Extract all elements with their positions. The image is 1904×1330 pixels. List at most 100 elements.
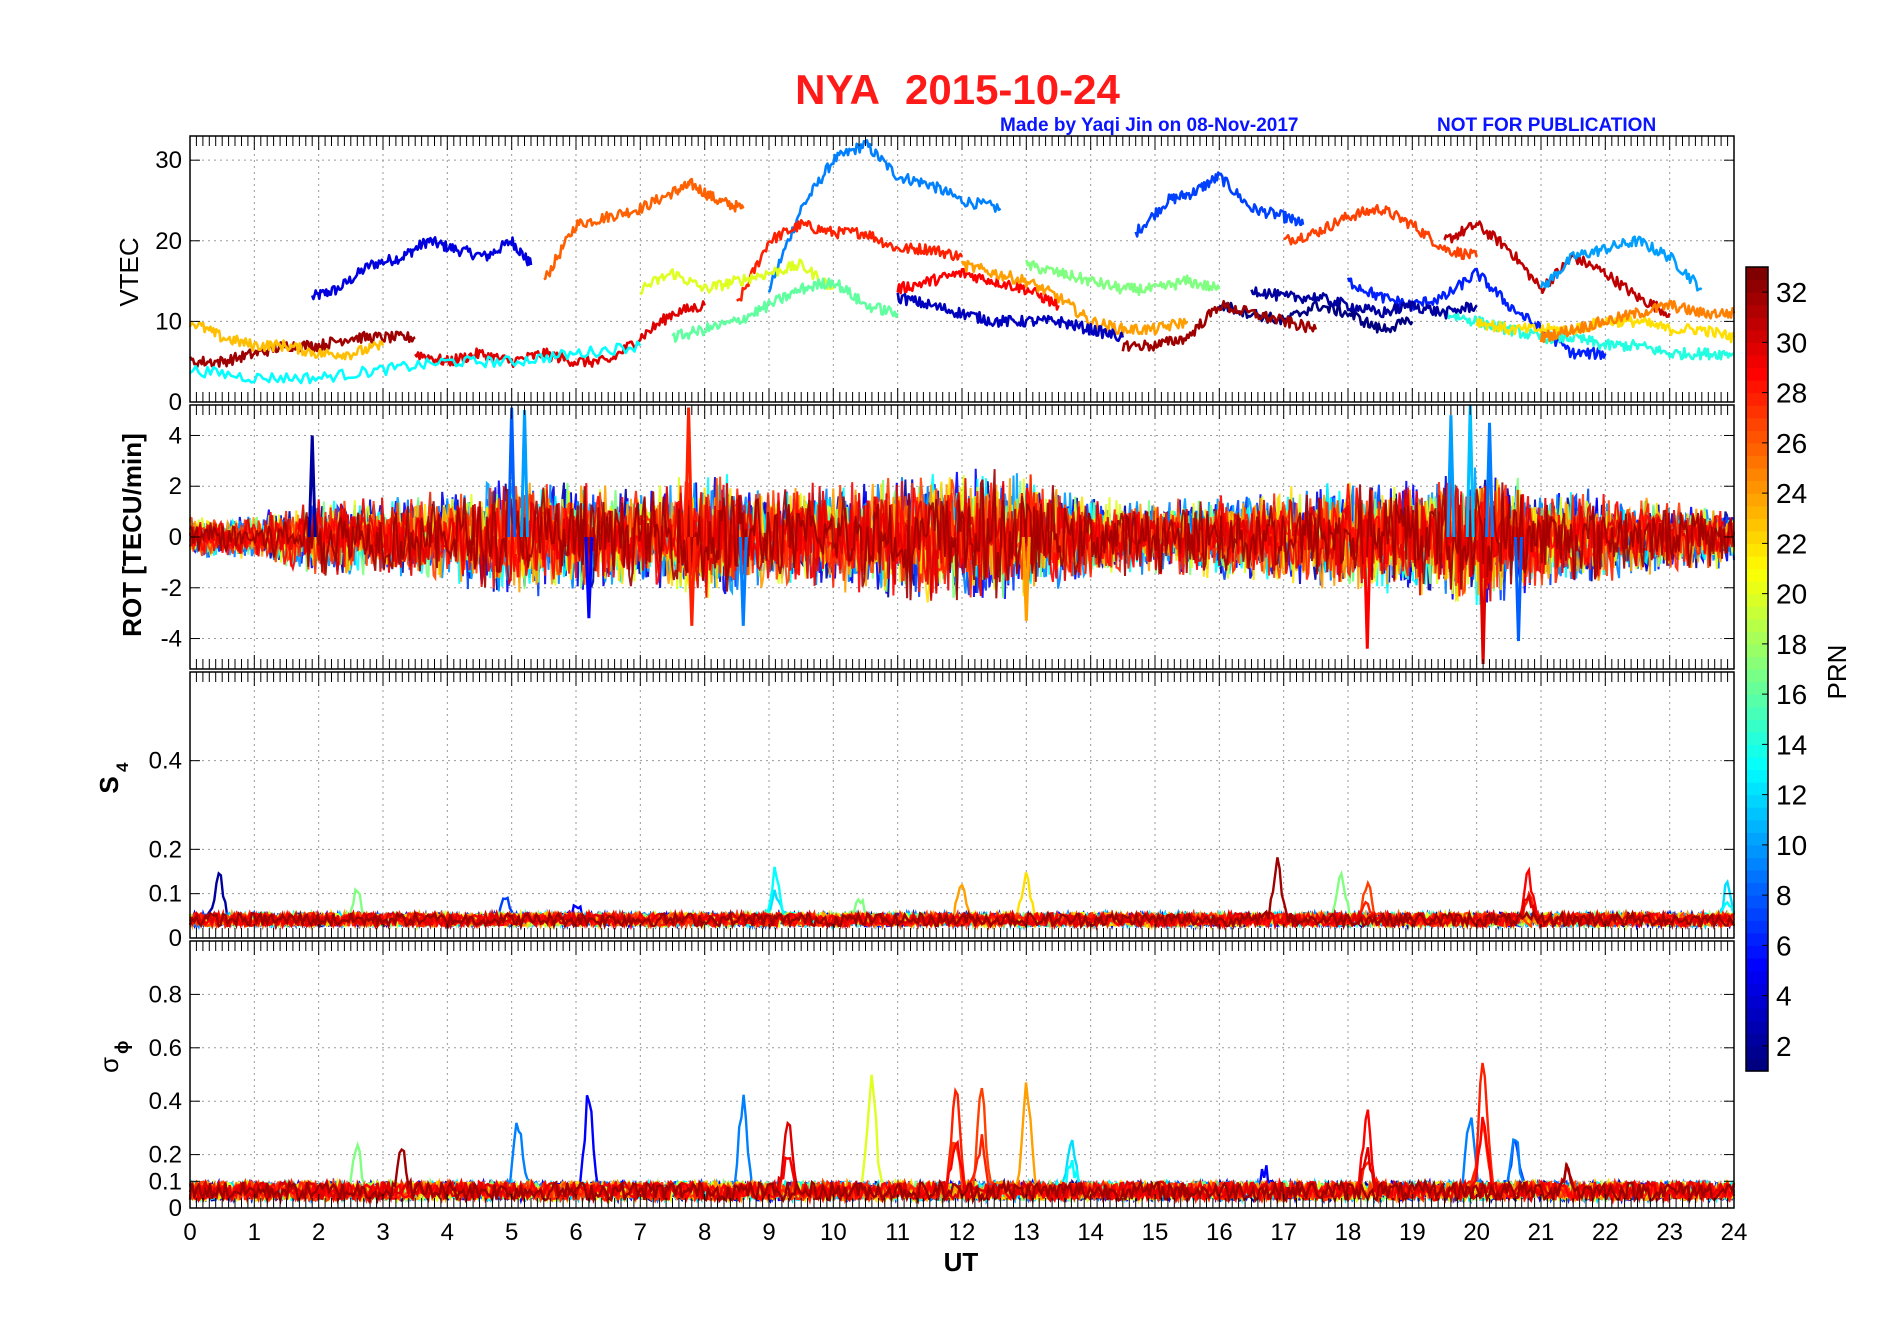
s4-ytick-label: 0.1 xyxy=(149,881,182,908)
x-tick-label: 2 xyxy=(312,1219,325,1246)
vtec-series-line xyxy=(1250,286,1478,320)
colorbar-swatch xyxy=(1746,656,1768,670)
x-tick-label: 13 xyxy=(1013,1219,1040,1246)
colorbar-tick-label: 32 xyxy=(1776,277,1807,308)
colorbar-box xyxy=(1745,266,1769,1072)
colorbar-swatch xyxy=(1746,367,1768,381)
vtec-series-line xyxy=(310,236,533,301)
colorbar-swatch xyxy=(1746,505,1768,519)
colorbar-swatch xyxy=(1746,1045,1768,1060)
colorbar-swatch xyxy=(1746,267,1768,281)
x-tick-label: 5 xyxy=(505,1219,518,1246)
panel-s4: 0 0.1 0.2 0.4 xyxy=(149,671,1736,952)
colorbar-swatch xyxy=(1746,731,1768,745)
x-tick-label: 0 xyxy=(183,1219,196,1246)
credit-text: Made by Yaqi Jin on 08-Nov-2017 xyxy=(1000,115,1298,136)
panel-vtec: 0 10 20 30 xyxy=(155,135,1736,416)
rot-series-line xyxy=(189,475,1735,598)
colorbar-swatch xyxy=(1746,430,1768,444)
colorbar-swatch xyxy=(1746,317,1768,331)
vtec-series-line xyxy=(1134,171,1305,238)
x-tick-label: 10 xyxy=(820,1219,847,1246)
colorbar-tick-label: 22 xyxy=(1776,528,1807,559)
vtec-series-line xyxy=(1283,204,1478,261)
vtec-series-line xyxy=(188,320,385,361)
x-tick-label: 18 xyxy=(1335,1219,1362,1246)
colorbar-swatch xyxy=(1746,1033,1768,1047)
colorbar-swatch xyxy=(1746,782,1768,796)
sigmaphi-ytick-label: 0.1 xyxy=(149,1168,182,1195)
rot-spike xyxy=(684,407,694,538)
x-tick-label: 15 xyxy=(1142,1219,1169,1246)
x-tick-label: 7 xyxy=(634,1219,647,1246)
x-tick-label: 22 xyxy=(1592,1219,1619,1246)
rot-ytick-label: 4 xyxy=(169,422,182,449)
rot-spike xyxy=(584,536,594,619)
vtec-series-line xyxy=(896,267,1060,311)
colorbar-swatch xyxy=(1746,1020,1768,1034)
x-tick-label: 17 xyxy=(1270,1219,1297,1246)
colorbar-swatch xyxy=(1746,1008,1768,1022)
colorbar-swatch xyxy=(1746,694,1768,708)
x-tick-label: 12 xyxy=(949,1219,976,1246)
rot-ytick-label: 2 xyxy=(169,473,182,500)
sigmaphi-axis-label-sub: ϕ xyxy=(112,1041,132,1055)
vtec-series-line xyxy=(671,277,899,343)
colorbar-swatch xyxy=(1746,882,1768,896)
sigmaphi-ytick-label: 0.6 xyxy=(149,1035,182,1062)
colorbar-swatch xyxy=(1746,555,1768,570)
colorbar-swatch xyxy=(1746,669,1768,683)
x-tick-label: 1 xyxy=(248,1219,261,1246)
rot-spike xyxy=(687,536,697,626)
vtec-top-ticks xyxy=(189,136,1735,150)
colorbar-swatch xyxy=(1746,568,1768,582)
vtec-axis-label: VTEC xyxy=(114,237,144,306)
colorbar-swatch xyxy=(1746,329,1768,343)
sigmaphi-ytick-label: 0.2 xyxy=(149,1142,182,1169)
colorbar-swatch xyxy=(1746,618,1768,632)
vtec-series-line xyxy=(543,177,745,281)
s4-series-line xyxy=(188,857,1736,931)
colorbar-swatch xyxy=(1746,706,1768,720)
rot-spike xyxy=(1446,415,1456,538)
colorbar-tick-label: 18 xyxy=(1776,629,1807,660)
colorbar-swatch xyxy=(1746,380,1768,394)
colorbar-swatch xyxy=(1746,895,1768,909)
vtec-series-line xyxy=(1539,299,1736,344)
sigmaphi-ytick-label: 0.8 xyxy=(149,981,182,1008)
colorbar-label: PRN xyxy=(1822,645,1852,700)
colorbar-swatch xyxy=(1746,995,1768,1009)
colorbar-swatch xyxy=(1746,417,1768,431)
rot-spike xyxy=(738,536,748,626)
vtec-series-line xyxy=(188,330,416,369)
not-for-publication-text: NOT FOR PUBLICATION xyxy=(1437,115,1656,136)
sigmaphi-bottom-ticks xyxy=(189,1194,1735,1208)
colorbar-swatch xyxy=(1746,681,1768,695)
vtec-series-line xyxy=(1443,220,1671,318)
colorbar-swatch xyxy=(1746,1058,1768,1072)
rot-bottom-ticks xyxy=(189,655,1735,669)
sigmaphi-axis-label-main: σ xyxy=(94,1057,124,1073)
s4-ytick-label: 0.4 xyxy=(149,748,182,775)
x-tick-label: 21 xyxy=(1528,1219,1555,1246)
x-tick-label: 6 xyxy=(569,1219,582,1246)
colorbar-tick-label: 24 xyxy=(1776,478,1807,509)
sigmaphi-top-ticks xyxy=(189,941,1735,955)
colorbar-swatch xyxy=(1746,807,1768,821)
colorbar-swatch xyxy=(1746,643,1768,658)
colorbar-swatch xyxy=(1746,756,1768,771)
x-tick-label: 11 xyxy=(885,1219,910,1246)
x-tick-label: 24 xyxy=(1721,1219,1748,1246)
colorbar-tick-label: 16 xyxy=(1776,679,1807,710)
rot-top-ticks xyxy=(189,405,1735,419)
colorbar-swatch xyxy=(1746,970,1768,984)
colorbar-swatch xyxy=(1746,844,1768,859)
s4-axis-label: S 4 xyxy=(94,762,132,794)
colorbar-swatch xyxy=(1746,354,1768,369)
s4-axis-label-main: S xyxy=(94,776,124,793)
colorbar-tick-label: 20 xyxy=(1776,579,1807,610)
s4-axis-label-sub: 4 xyxy=(113,762,132,772)
colorbar-tick-label: 28 xyxy=(1776,378,1807,409)
colorbar-tick-label: 8 xyxy=(1776,880,1792,911)
